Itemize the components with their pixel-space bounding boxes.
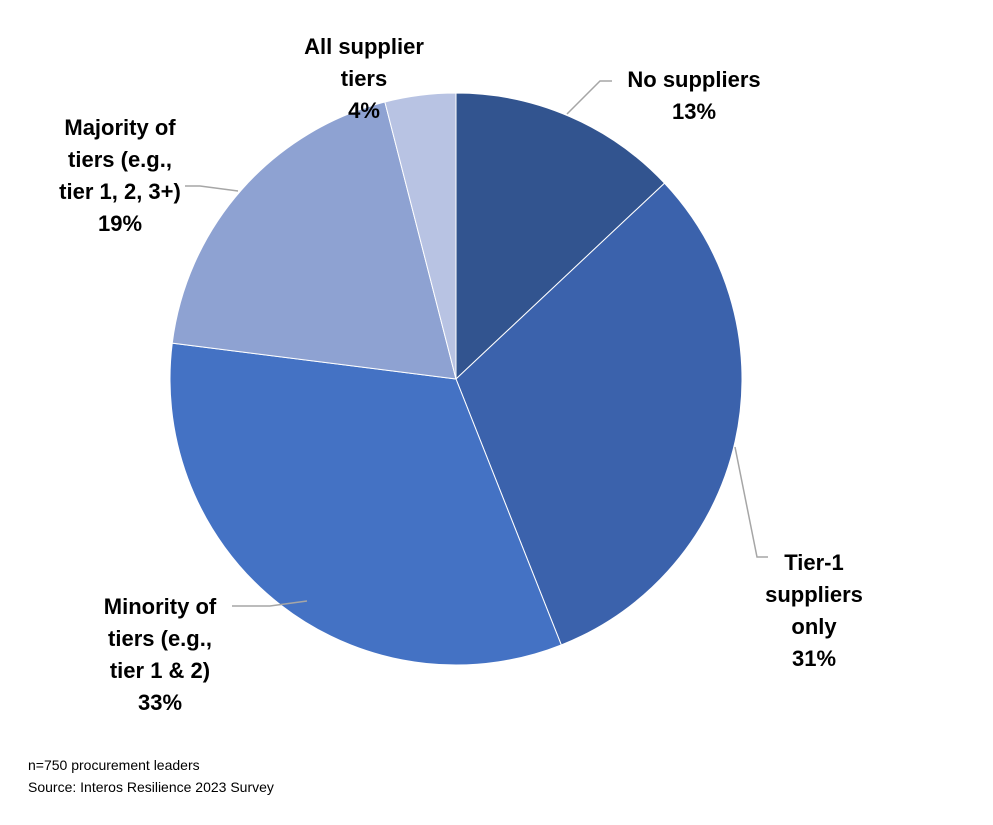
slice-label-minority-of-tiers: Minority of tiers (e.g., tier 1 & 2) 33% <box>104 594 217 715</box>
slice-category-label: Majority of <box>64 115 176 140</box>
pie-slice-majority-of-tiers <box>171 101 457 380</box>
slice-category-label: No suppliers <box>627 67 760 92</box>
slice-value-label: 31% <box>792 646 836 671</box>
slice-category-label: only <box>791 614 837 639</box>
slice-value-label: 19% <box>98 211 142 236</box>
slice-category-label: Minority of <box>104 594 217 619</box>
leader-line-majority-of-tiers <box>185 185 239 192</box>
pie-slice-tier-1-only <box>455 182 743 646</box>
slice-category-label: tiers (e.g., <box>108 626 212 651</box>
slice-label-all-supplier-tiers: All supplier tiers 4% <box>304 34 424 123</box>
slice-value-label: 4% <box>348 98 380 123</box>
slice-value-label: 33% <box>138 690 182 715</box>
slice-category-label: tier 1 & 2) <box>110 658 210 683</box>
slice-category-label: tiers <box>341 66 387 91</box>
sample-size-note: n=750 procurement leaders <box>28 757 200 773</box>
leader-lines <box>185 80 768 607</box>
slice-label-no-suppliers: No suppliers 13% <box>627 67 760 124</box>
source-note: Source: Interos Resilience 2023 Survey <box>28 779 274 795</box>
pie-slices <box>169 92 743 666</box>
pie-slice-all-supplier-tiers <box>384 92 457 380</box>
slice-category-label: Tier-1 <box>784 550 844 575</box>
slice-value-label: 13% <box>672 99 716 124</box>
slice-category-label: tiers (e.g., <box>68 147 172 172</box>
pie-slice-no-suppliers <box>455 92 666 381</box>
leader-line-tier-1-only <box>734 446 768 558</box>
slice-label-tier-1-only: Tier-1 suppliers only 31% <box>765 550 863 671</box>
slice-category-label: All supplier <box>304 34 424 59</box>
leader-line-no-suppliers <box>566 80 612 115</box>
leader-line-minority-of-tiers <box>232 600 308 607</box>
slice-label-majority-of-tiers: Majority of tiers (e.g., tier 1, 2, 3+) 19% <box>59 115 181 236</box>
slice-category-label: suppliers <box>765 582 863 607</box>
slice-labels: No suppliers 13% Tier-1 suppliers only 31% Min… <box>59 34 863 715</box>
slice-category-label: tier 1, 2, 3+) <box>59 179 181 204</box>
